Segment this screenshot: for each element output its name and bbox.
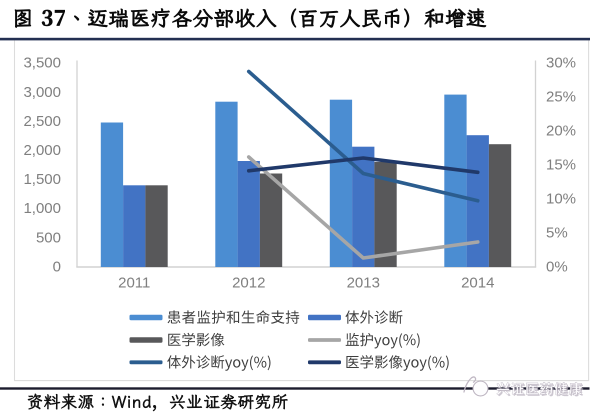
svg-text:2013: 2013 [347, 275, 380, 292]
svg-text:5%: 5% [546, 224, 568, 241]
svg-text:0: 0 [53, 258, 61, 275]
svg-text:20%: 20% [546, 122, 576, 139]
svg-text:500: 500 [36, 229, 61, 246]
svg-text:3,000: 3,000 [23, 84, 61, 101]
svg-text:2012: 2012 [232, 275, 265, 292]
svg-text:2011: 2011 [118, 275, 150, 292]
svg-text:1,500: 1,500 [23, 171, 61, 188]
svg-text:10%: 10% [546, 190, 576, 207]
svg-text:3,500: 3,500 [23, 55, 61, 72]
svg-text:0%: 0% [546, 258, 568, 275]
svg-text:25%: 25% [546, 88, 576, 105]
svg-text:2,500: 2,500 [23, 113, 61, 130]
svg-text:30%: 30% [546, 54, 576, 71]
svg-text:1,000: 1,000 [23, 200, 61, 217]
svg-text:2,000: 2,000 [23, 142, 61, 159]
svg-text:15%: 15% [546, 156, 576, 173]
svg-text:2014: 2014 [461, 275, 494, 292]
